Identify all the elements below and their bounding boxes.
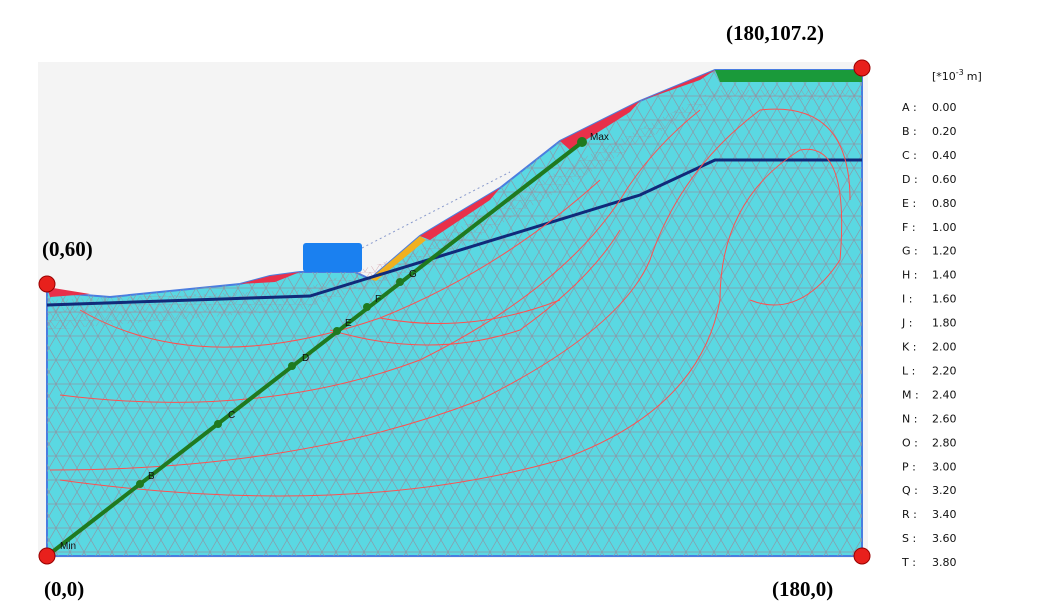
legend-key: A : <box>902 101 917 114</box>
legend-value: 0.80 <box>932 197 957 210</box>
legend-value: 3.20 <box>932 484 957 497</box>
legend-key: T : <box>901 556 916 569</box>
surcharge-load <box>303 243 362 272</box>
legend-key: G : <box>902 245 918 258</box>
legend-value: 3.60 <box>932 532 957 545</box>
corner-markers <box>38 59 871 565</box>
refined-mesh <box>47 90 862 330</box>
legend-key: M : <box>902 388 919 401</box>
legend-key: R : <box>902 508 917 521</box>
legend-key: B : <box>902 125 917 138</box>
legend-value: 1.40 <box>932 269 957 282</box>
legend-value: 1.80 <box>932 317 957 330</box>
legend-value: 3.00 <box>932 460 957 473</box>
point-label: C <box>228 410 235 421</box>
legend-value: 0.40 <box>932 149 957 162</box>
legend-unit: [*10-3 m] <box>932 68 982 83</box>
legend-key: K : <box>902 341 916 354</box>
legend-key: L : <box>902 364 915 377</box>
legend-key: I : <box>902 293 912 306</box>
unit-suffix: m] <box>967 70 982 83</box>
legend-key: N : <box>902 412 917 425</box>
legend-value: 2.20 <box>932 364 957 377</box>
top-layer <box>715 70 862 82</box>
point-label: D <box>302 353 309 364</box>
unit-prefix: [*10 <box>932 70 956 83</box>
legend-value: 2.40 <box>932 388 957 401</box>
section-points <box>136 137 587 488</box>
legend-value: 2.60 <box>932 412 957 425</box>
legend-value: 2.00 <box>932 341 957 354</box>
legend-key: D : <box>902 173 918 186</box>
legend-value: 1.60 <box>932 293 957 306</box>
legend-value: 0.20 <box>932 125 957 138</box>
legend-value: 3.40 <box>932 508 957 521</box>
legend: A : 0.00 B : 0.20 C : 0.40 D : 0.60 E : 0.80 F : 1.… <box>901 101 957 569</box>
legend-key: O : <box>902 436 918 449</box>
corner-label: (0,60) <box>42 237 93 261</box>
point-label: B <box>148 471 155 482</box>
point-label: Min <box>60 541 76 552</box>
legend-value: 1.00 <box>932 221 957 234</box>
point-label: F <box>375 294 381 305</box>
legend-key: H : <box>902 269 917 282</box>
fe-mesh <box>47 70 862 556</box>
section-line <box>45 138 587 558</box>
point-label: Max <box>590 132 609 143</box>
layer-boundary <box>46 158 862 307</box>
legend-value: 0.60 <box>932 173 957 186</box>
unit-exponent: -3 <box>956 68 964 77</box>
corner-label: (180,107.2) <box>726 21 824 45</box>
legend-value: 0.00 <box>932 101 957 114</box>
legend-value: 1.20 <box>932 245 957 258</box>
legend-key: C : <box>902 149 917 162</box>
legend-key: P : <box>902 460 916 473</box>
point-label: G <box>409 269 417 280</box>
corner-label: (180,0) <box>772 577 833 601</box>
legend-key: F : <box>902 221 916 234</box>
contours <box>49 108 851 497</box>
displacement-zone <box>370 236 426 281</box>
legend-key: E : <box>902 197 916 210</box>
corner-label: (0,0) <box>44 577 84 601</box>
legend-key: J : <box>901 317 912 330</box>
legend-value: 3.80 <box>932 556 957 569</box>
legend-value: 2.80 <box>932 436 957 449</box>
legend-key: S : <box>902 532 916 545</box>
legend-key: Q : <box>902 484 918 497</box>
point-label: E <box>345 318 352 329</box>
